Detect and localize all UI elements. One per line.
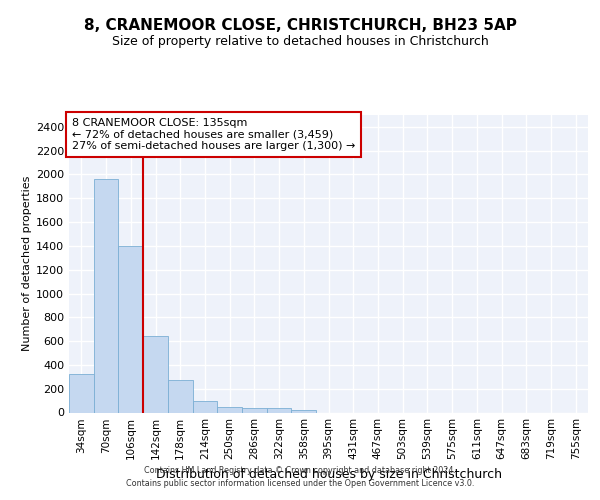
Bar (69, 374, 94, 412)
Text: Contains HM Land Registry data © Crown copyright and database right 2024.
Contai: Contains HM Land Registry data © Crown c… (126, 466, 474, 487)
X-axis label: Distribution of detached houses by size in Christchurch: Distribution of detached houses by size … (155, 468, 502, 481)
Bar (267, 408, 292, 412)
Bar (168, 380, 193, 412)
Bar (217, 407, 242, 412)
Bar (118, 246, 143, 412)
Text: Size of property relative to detached houses in Christchurch: Size of property relative to detached ho… (112, 35, 488, 48)
Text: 8 CRANEMOOR CLOSE: 135sqm
← 72% of detached houses are smaller (3,459)
27% of se: 8 CRANEMOOR CLOSE: 135sqm ← 72% of detac… (71, 118, 355, 151)
Bar (292, 410, 316, 412)
Y-axis label: Number of detached properties: Number of detached properties (22, 176, 32, 352)
Bar (242, 408, 267, 412)
Bar (94, 180, 118, 412)
Bar (143, 336, 168, 412)
Bar (193, 400, 217, 412)
Text: 8, CRANEMOOR CLOSE, CHRISTCHURCH, BH23 5AP: 8, CRANEMOOR CLOSE, CHRISTCHURCH, BH23 5… (83, 18, 517, 32)
